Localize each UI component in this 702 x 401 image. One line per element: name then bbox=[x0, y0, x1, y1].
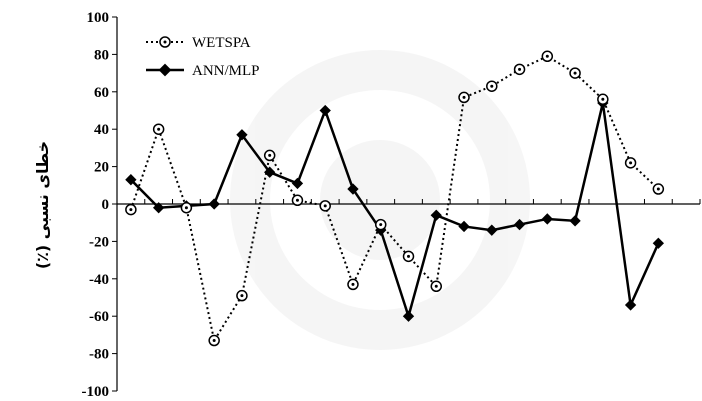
y-tick-label: 0 bbox=[102, 197, 110, 213]
ann-mlp-point bbox=[347, 183, 359, 195]
wetspa-point-dot bbox=[518, 67, 522, 71]
wetspa-point-dot bbox=[295, 198, 299, 202]
watermark bbox=[230, 50, 530, 350]
wetspa-point-dot bbox=[462, 95, 466, 99]
legend-ann-label: ANN/MLP bbox=[192, 63, 260, 79]
wetspa-point-dot bbox=[545, 54, 549, 58]
y-tick-label: 40 bbox=[94, 122, 109, 138]
wetspa-point-dot bbox=[240, 294, 244, 298]
wetspa-point-dot bbox=[379, 223, 383, 227]
wetspa-point-dot bbox=[656, 187, 660, 191]
ann-mlp-point bbox=[513, 218, 526, 231]
wetspa-point-dot bbox=[184, 206, 188, 210]
wetspa-point-dot bbox=[351, 282, 355, 286]
legend-item-wetspa: WETSPA bbox=[146, 35, 251, 51]
y-tick-label: 80 bbox=[94, 47, 109, 63]
series-layer bbox=[125, 50, 665, 347]
wetspa-point-dot bbox=[129, 208, 133, 212]
legend-wetspa-marker-dot bbox=[163, 40, 167, 44]
legend-wetspa-label: WETSPA bbox=[192, 35, 251, 51]
ann-mlp-point bbox=[208, 198, 220, 210]
wetspa-point-dot bbox=[407, 254, 410, 258]
y-tick-label: -100 bbox=[82, 384, 110, 400]
y-tick-label: 20 bbox=[94, 160, 109, 176]
y-ticks: -100 -80 -60 -40 -20 0 20 40 60 80 100 bbox=[82, 10, 117, 400]
ann-mlp-point bbox=[430, 209, 442, 221]
ann-mlp-point bbox=[152, 202, 165, 214]
ann-mlp-point bbox=[624, 299, 637, 311]
ann-mlp-point bbox=[652, 237, 665, 249]
wetspa-point-dot bbox=[212, 339, 216, 343]
series-line-wetspa bbox=[129, 55, 660, 344]
ann-mlp-point bbox=[541, 213, 553, 225]
wetspa-point-dot bbox=[434, 284, 438, 288]
ann-mlp-point bbox=[291, 177, 304, 190]
wetspa-point-dot bbox=[601, 97, 605, 101]
y-tick-label: -20 bbox=[89, 234, 109, 250]
wetspa-point-dot bbox=[573, 71, 577, 75]
y-axis-label: خطای نسبی (٪) bbox=[33, 141, 52, 269]
y-tick-label: -40 bbox=[89, 272, 109, 288]
ann-mlp-point bbox=[264, 166, 276, 178]
y-tick-label: 100 bbox=[87, 10, 110, 26]
legend-item-ann-mlp: ANN/MLP bbox=[146, 63, 260, 79]
y-tick-label: -60 bbox=[89, 309, 109, 325]
ann-mlp-point bbox=[402, 310, 415, 322]
wetspa-point-dot bbox=[323, 204, 327, 208]
x-ticks bbox=[116, 199, 701, 204]
ann-mlp-point bbox=[569, 215, 581, 227]
ann-mlp-point bbox=[458, 220, 470, 233]
wetspa-point-dot bbox=[490, 84, 494, 88]
wetspa-point-dot bbox=[157, 127, 161, 131]
legend-ann-marker bbox=[158, 63, 172, 77]
ann-mlp-point bbox=[486, 224, 498, 236]
ann-mlp-point bbox=[236, 129, 248, 141]
y-tick-label: -80 bbox=[89, 347, 109, 363]
y-tick-label: 60 bbox=[94, 85, 109, 101]
wetspa-point-dot bbox=[268, 153, 272, 157]
legend: WETSPA ANN/MLP bbox=[146, 35, 260, 79]
wetspa-point-dot bbox=[629, 161, 633, 165]
